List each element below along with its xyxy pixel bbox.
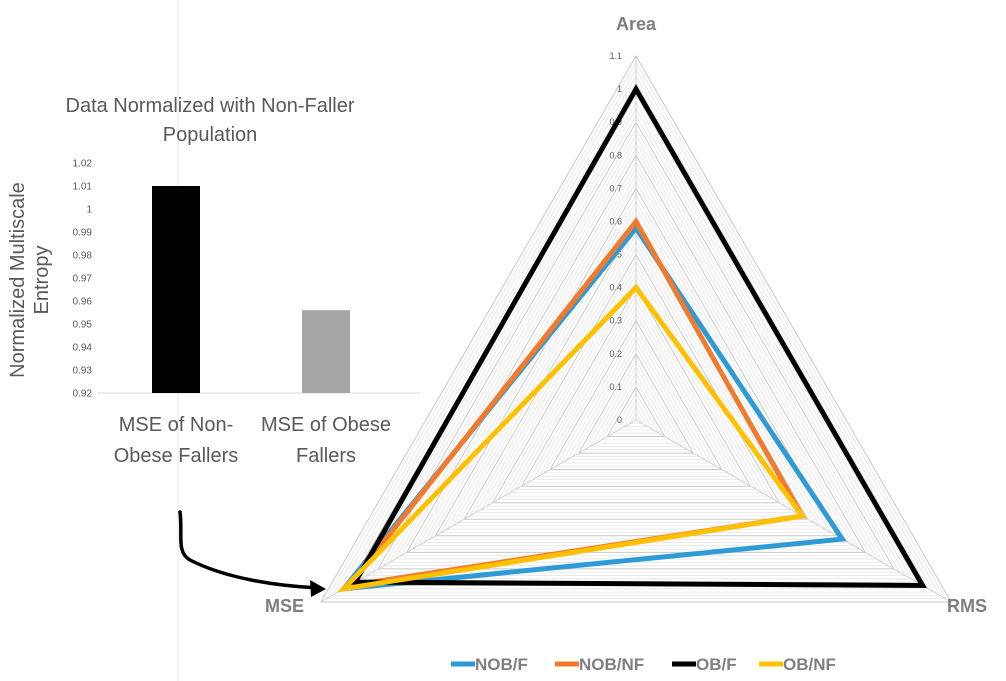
radar-gridline [400,147,872,557]
radar-tick-label: 0.1 [609,382,622,392]
bar-chart: Data Normalized with Non-Faller Populati… [7,95,420,467]
radar-gridline [480,240,792,510]
radar-gridline [618,399,654,431]
y-tick-label: 1.01 [73,182,93,193]
radar-series-ob-nf [336,283,807,593]
y-axis-label-line1: Normalized Multiscale [7,182,29,378]
y-tick-label: 1 [86,205,92,216]
radar-gridline [572,346,700,457]
radar-gridline [360,101,912,580]
radar-gridline [520,286,752,487]
x-category-label-line2: Obese Fallers [114,445,239,467]
bar [152,186,200,393]
annotation-arrow [178,510,326,597]
y-tick-label: 0.96 [73,297,93,308]
radar-gridline [612,392,660,434]
radar-gridline [405,154,867,553]
x-category-label-line1: MSE of Obese [261,414,391,436]
radar-spoke [320,419,637,603]
radar-gridline [549,319,723,471]
radar-gridline [537,306,735,477]
radar-gridline [457,213,815,523]
radar-gridline [595,372,677,444]
radar-series [336,84,927,593]
radar-tick-label: 0.4 [609,283,622,293]
radar-series-ob-f [350,84,927,589]
x-category-label-line1: MSE of Non- [119,414,233,436]
y-tick-label: 0.94 [73,343,93,354]
radar-chart: 00.10.20.30.40.50.60.70.80.911.1 Area RM… [265,14,987,616]
y-axis-label-line2: Entropy [31,246,53,315]
bar-chart-title-line1: Data Normalized with Non-Faller [66,95,355,117]
radar-tick-label: 0.3 [609,316,622,326]
radar-series-nob-nf [343,217,807,589]
bars [152,186,350,393]
radar-gridline [600,379,672,441]
radar-gridline [383,128,889,566]
bar [302,310,350,393]
radar-tick-label: 0.6 [609,216,622,226]
radar-gridline [388,134,884,563]
radar-tick-label: 0.2 [609,349,622,359]
radar-gridline [589,366,683,447]
radar-gridline [434,187,838,537]
legend-label: OB/NF [783,655,836,674]
radar-gridline [491,253,781,504]
radar-gridline [555,326,717,467]
radar-gridline [411,161,861,550]
x-category-label-line2: Fallers [296,445,356,467]
radar-spoke [635,419,952,603]
radar-gridline [325,61,947,600]
radar-gridline [319,54,953,603]
radar-axis-label-rms: RMS [947,596,987,616]
radar-gridlines [319,54,953,603]
radar-gridline [577,352,695,454]
radar-tick-label: 1.1 [609,51,622,61]
radar-axis-label-mse: MSE [265,596,304,616]
radar-gridline [446,200,826,530]
legend: NOB/F NOB/NF OB/F OB/NF [451,655,836,674]
y-tick-label: 0.93 [73,366,93,377]
legend-label: NOB/F [475,655,528,674]
radar-tick-label: 0 [617,415,622,425]
radar-gridline [331,68,941,596]
radar-axis-label-area: Area [616,14,657,34]
radar-gridline [337,75,935,593]
radar-gridline [486,247,786,507]
y-tick-label: 1.02 [73,159,93,170]
radar-tick-label: 1 [617,84,622,94]
y-tick-label: 0.98 [73,251,93,262]
y-tick-labels: 0.92 0.93 0.94 0.95 0.96 0.97 0.98 0.99 1 1.01 1.0… [73,159,93,400]
radar-tick-label: 0.8 [609,150,622,160]
radar-gridline [560,333,712,464]
radar-tick-label: 0.7 [609,183,622,193]
legend-label: OB/F [696,655,737,674]
radar-gridline [583,359,689,451]
radar-gridline [543,313,729,474]
radar-gridline [623,406,649,428]
radar-gridline [365,108,907,576]
radar-gridline [514,280,758,490]
x-category-labels: MSE of Non- Obese Fallers MSE of Obese Fall… [114,414,391,467]
bar-chart-title-line2: Population [163,124,258,146]
radar-gridline [377,121,895,570]
radar-gridline [526,293,746,484]
legend-label: NOB/NF [579,655,644,674]
radar-gridline [606,385,666,437]
radar-gridline [532,300,740,481]
radar-gridline [371,114,901,573]
y-tick-label: 0.97 [73,274,93,285]
radar-gridline [343,81,929,590]
radar-gridline [566,339,706,461]
radar-gridline [440,194,832,533]
radar-gridline [509,273,763,494]
y-tick-label: 0.99 [73,228,93,239]
y-tick-label: 0.95 [73,320,93,331]
y-tick-label: 0.92 [73,389,93,400]
radar-gridline [629,412,643,424]
